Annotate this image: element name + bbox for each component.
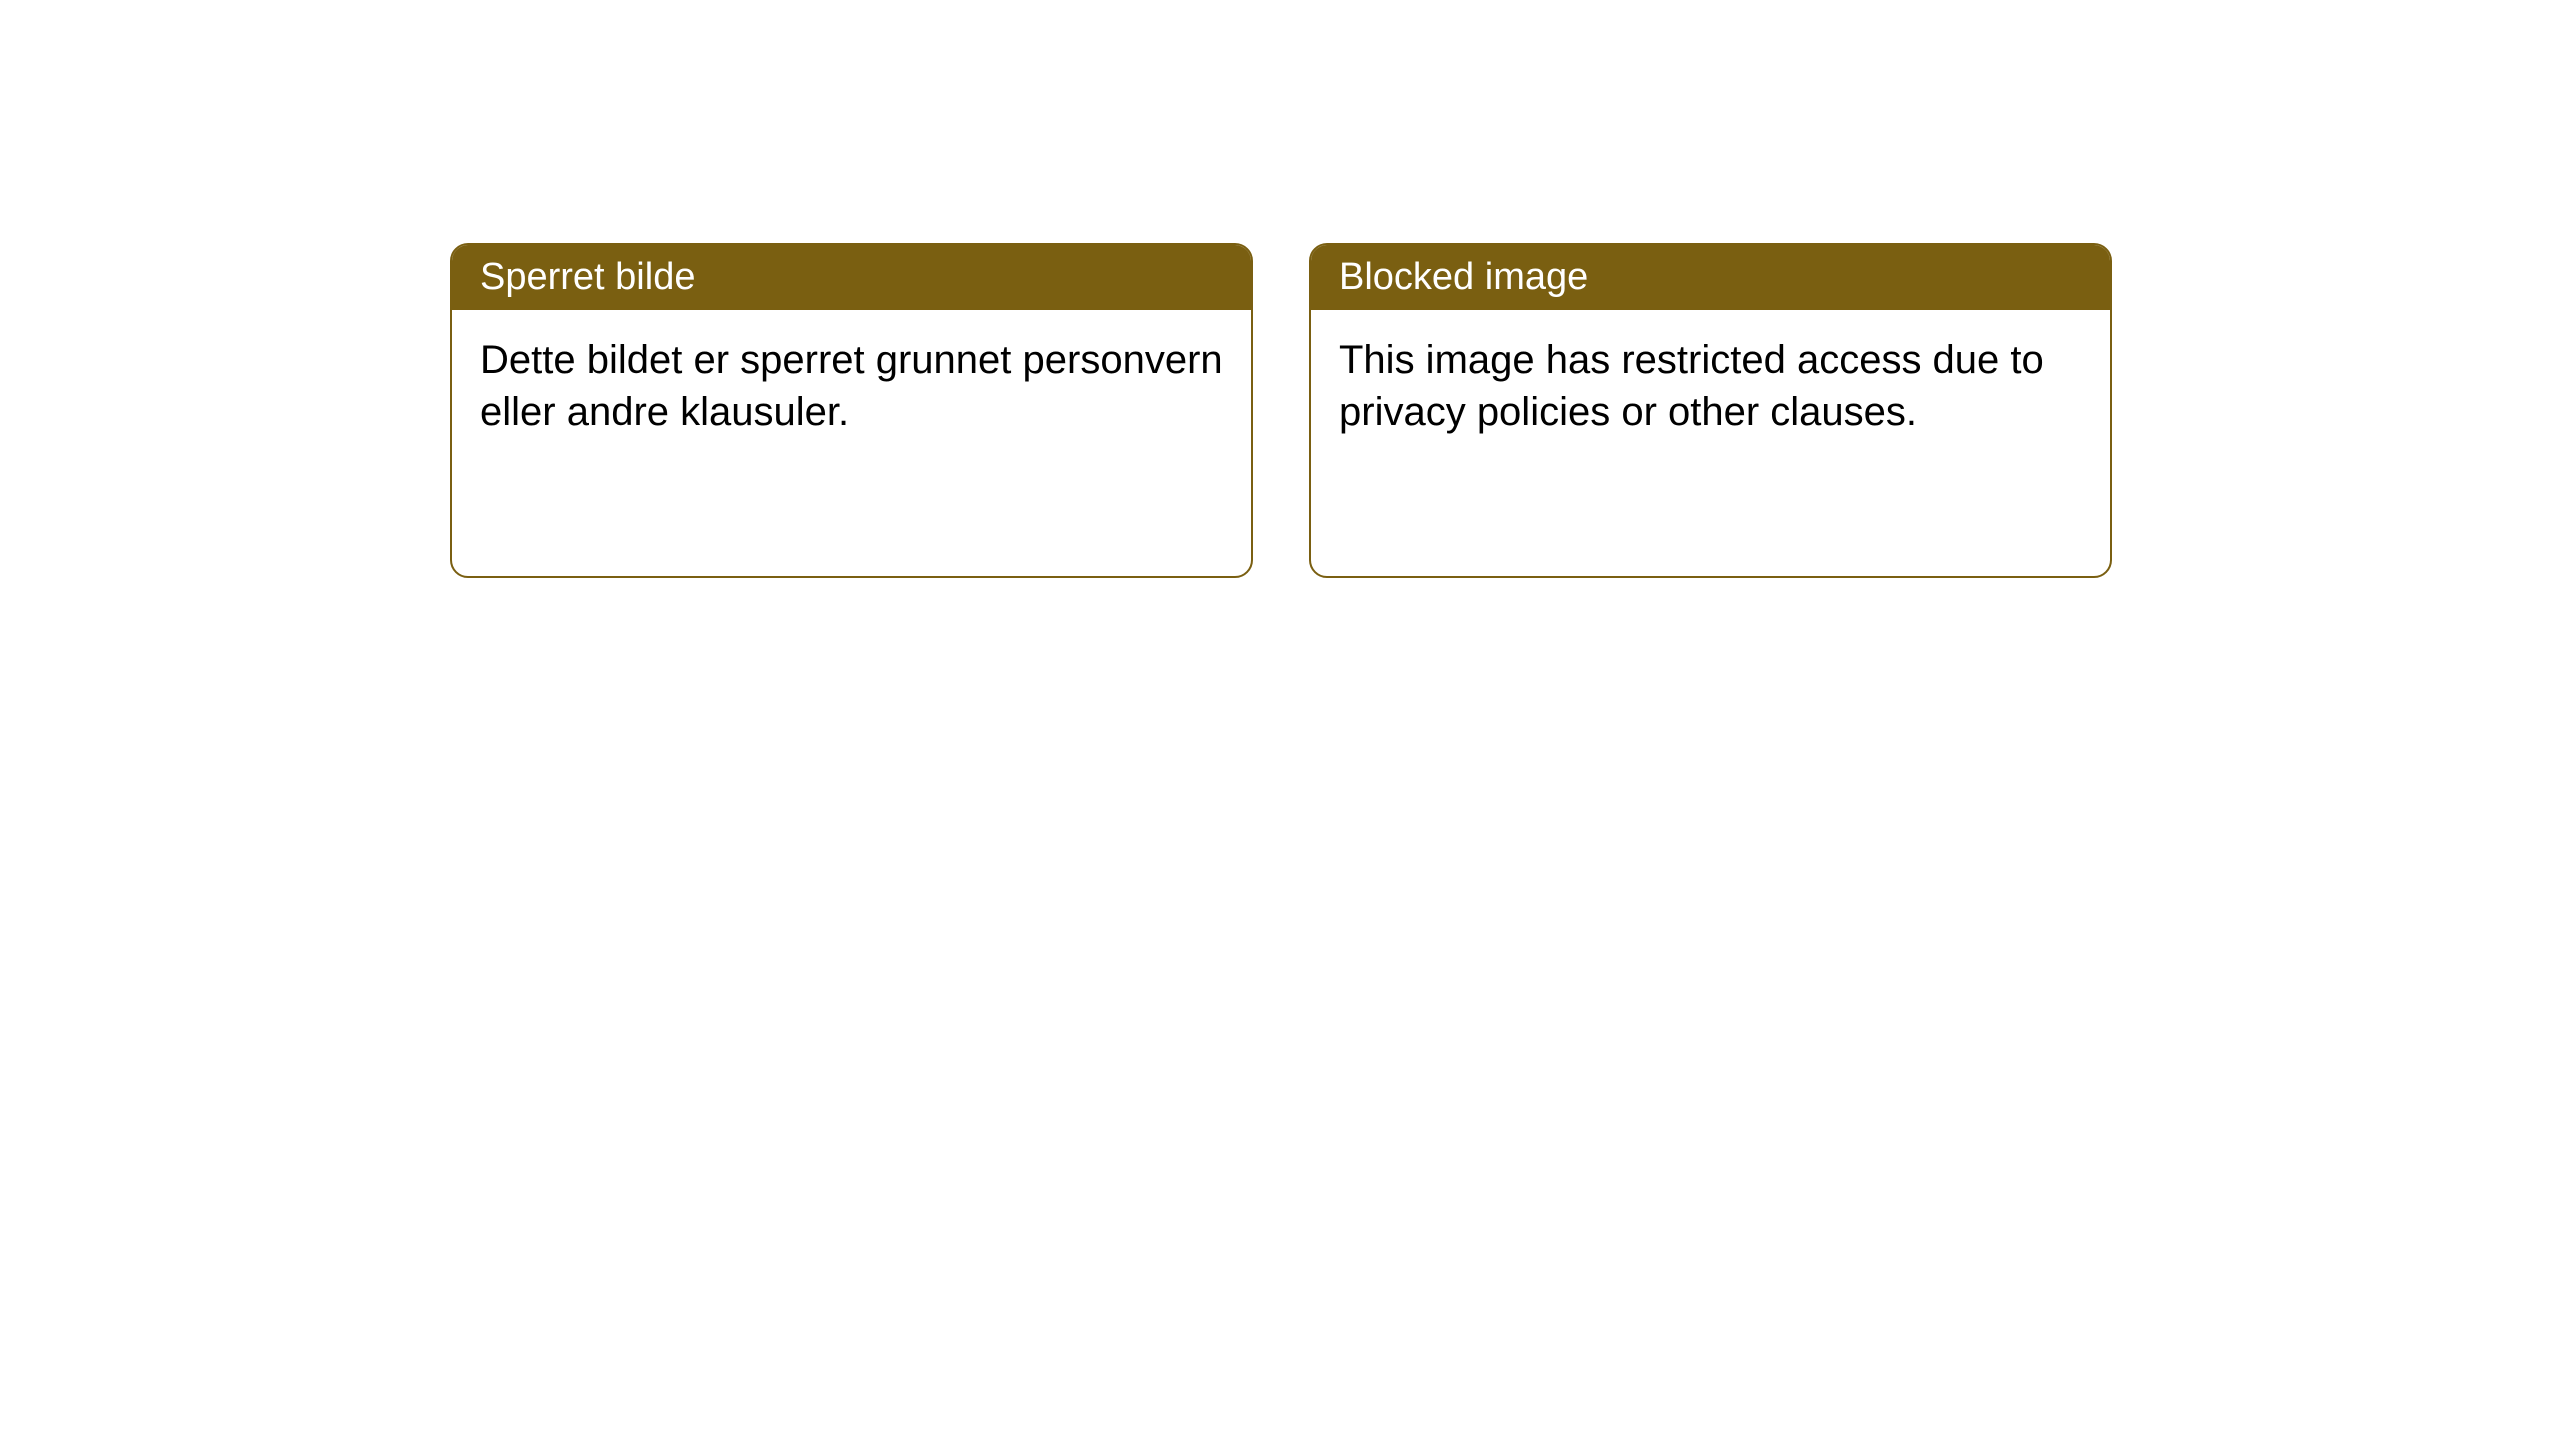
card-message-english: This image has restricted access due to … <box>1339 338 2044 434</box>
card-body-english: This image has restricted access due to … <box>1311 310 2110 462</box>
card-header-norwegian: Sperret bilde <box>452 245 1251 310</box>
card-title-norwegian: Sperret bilde <box>480 256 695 298</box>
blocked-image-card-english: Blocked image This image has restricted … <box>1309 243 2112 578</box>
card-title-english: Blocked image <box>1339 256 1588 298</box>
card-header-english: Blocked image <box>1311 245 2110 310</box>
blocked-image-card-norwegian: Sperret bilde Dette bildet er sperret gr… <box>450 243 1253 578</box>
card-body-norwegian: Dette bildet er sperret grunnet personve… <box>452 310 1251 462</box>
card-message-norwegian: Dette bildet er sperret grunnet personve… <box>480 338 1223 434</box>
cards-container: Sperret bilde Dette bildet er sperret gr… <box>450 243 2112 578</box>
